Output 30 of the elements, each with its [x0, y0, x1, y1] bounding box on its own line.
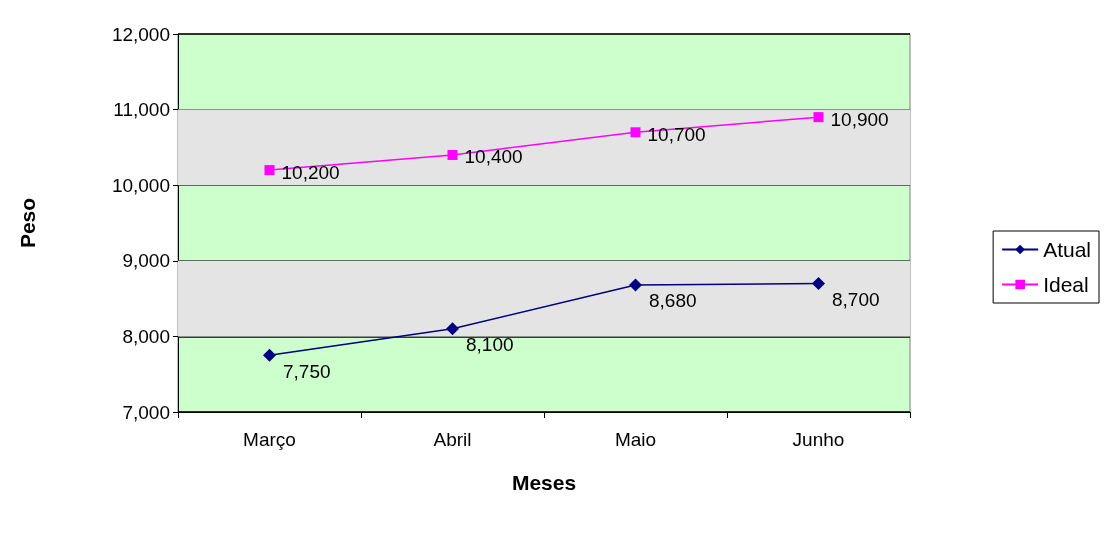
x-tick-label: Abril	[433, 429, 472, 450]
data-label: 8,680	[649, 290, 697, 312]
point	[629, 278, 642, 292]
point	[812, 276, 825, 290]
y-tick-label: 7,000	[122, 401, 170, 423]
y-axis-title: Peso	[16, 197, 39, 249]
data-label: 10,900	[830, 108, 889, 130]
y-tick-label: 8,000	[122, 325, 170, 347]
point	[630, 127, 641, 138]
point	[813, 112, 824, 123]
data-label: 8,100	[466, 334, 514, 356]
point	[447, 149, 458, 160]
point	[446, 322, 459, 336]
data-label: 10,700	[647, 123, 706, 145]
y-tick-label: 9,000	[122, 250, 170, 272]
y-tick-label: 12,000	[111, 23, 170, 45]
x-tick-label: Junho	[792, 429, 845, 450]
data-label: 10,400	[464, 146, 523, 168]
x-axis-title: Meses	[511, 471, 577, 494]
legend-label: Atual	[1043, 238, 1092, 261]
point	[264, 165, 275, 176]
x-tick-label: Março	[243, 429, 296, 450]
data-label: 7,750	[283, 360, 331, 382]
legend-label: Ideal	[1043, 273, 1089, 296]
data-label: 10,200	[281, 161, 340, 183]
y-tick-label: 11,000	[113, 99, 170, 121]
point	[263, 348, 276, 362]
data-label: 8,700	[832, 288, 880, 310]
x-tick-label: Maio	[614, 429, 657, 450]
y-tick-label: 10,000	[111, 174, 170, 196]
